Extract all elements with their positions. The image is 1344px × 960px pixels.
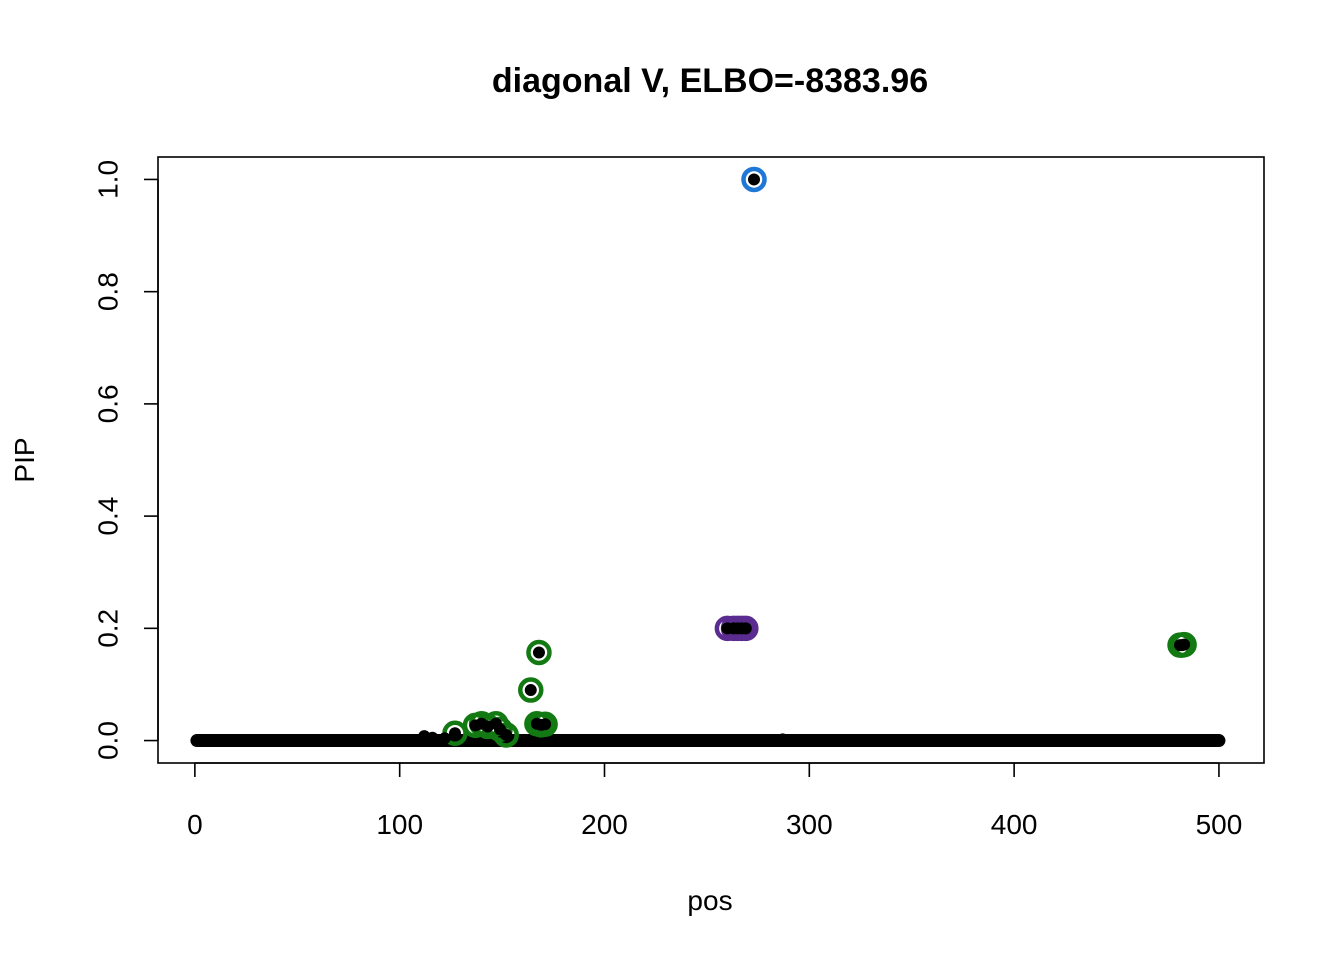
x-tick-label: 400	[991, 809, 1038, 840]
y-tick-label: 0.0	[92, 721, 123, 760]
credible-set-3-ring	[493, 722, 519, 748]
x-tick-label: 200	[581, 809, 628, 840]
y-axis-label: PIP	[9, 437, 40, 482]
y-tick-label: 0.6	[92, 384, 123, 423]
data-point	[539, 718, 552, 731]
plot-frame	[157, 156, 1265, 764]
data-point	[1088, 733, 1101, 746]
credible-set-layer	[442, 166, 1197, 748]
credible-set-3-ring	[518, 677, 544, 703]
data-point	[448, 727, 461, 740]
x-tick-label: 100	[376, 809, 423, 840]
credible-set-1-ring	[741, 166, 767, 193]
y-tick-label: 1.0	[92, 160, 123, 199]
y-tick-label: 0.8	[92, 272, 123, 311]
x-tick-label: 500	[1196, 809, 1243, 840]
data-point	[438, 732, 451, 745]
data-point	[664, 734, 677, 747]
data-point	[524, 684, 537, 697]
data-point	[426, 731, 439, 744]
credible-set-3-ring	[526, 639, 552, 666]
data-point	[1178, 638, 1191, 651]
x-tick-label: 0	[187, 809, 203, 840]
data-point	[532, 646, 545, 659]
data-point	[776, 733, 789, 746]
data-point	[739, 622, 752, 635]
points-layer	[418, 173, 1191, 747]
y-tick-label: 0.4	[92, 497, 123, 536]
x-axis: 0 100 200 300 400 500	[187, 762, 1243, 840]
data-point	[500, 728, 513, 741]
y-axis: 0.0 0.2 0.4 0.6 0.8 1.0	[92, 160, 159, 760]
chart-title: diagonal V, ELBO=-8383.96	[492, 62, 928, 100]
data-point	[580, 733, 593, 746]
y-tick-label: 0.2	[92, 609, 123, 648]
x-tick-label: 300	[786, 809, 833, 840]
data-point	[748, 173, 761, 186]
x-axis-label: pos	[687, 885, 732, 916]
data-point	[608, 733, 621, 746]
credible-set-4-ring	[1171, 631, 1197, 658]
